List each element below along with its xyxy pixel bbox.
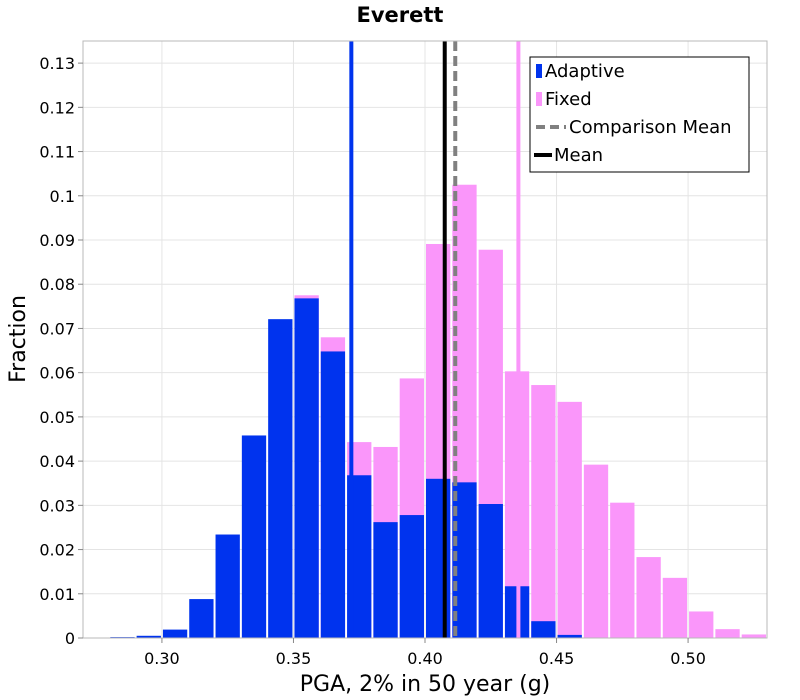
legend-adaptive-label: Adaptive <box>545 61 625 82</box>
adaptive-bar-5 <box>241 435 267 638</box>
fixed-bar-16 <box>715 629 740 638</box>
fixed-bar-11 <box>583 464 609 638</box>
y-tick-label-4: 0.04 <box>39 452 75 471</box>
adaptive-bar-6 <box>268 319 293 638</box>
x-axis-ticks: 0.30 0.35 0.40 0.45 0.50 <box>144 638 706 668</box>
x-tick-label-2: 0.40 <box>407 649 443 668</box>
adaptive-bar-3 <box>189 599 214 638</box>
y-tick-label-5: 0.05 <box>39 408 75 427</box>
legend-fixed-label: Fixed <box>545 89 592 110</box>
fixed-bar-9 <box>531 385 556 638</box>
adaptive-bar-17 <box>557 634 582 638</box>
y-tick-label-13: 0.13 <box>39 54 75 73</box>
x-tick-label-1: 0.35 <box>276 649 312 668</box>
y-tick-label-1: 0.01 <box>39 585 75 604</box>
y-axis-label: Fraction <box>6 295 31 383</box>
adaptive-bar-14 <box>478 504 503 638</box>
y-tick-label-6: 0.06 <box>39 364 75 383</box>
fixed-bar-13 <box>636 557 661 638</box>
y-tick-label-3: 0.03 <box>39 496 75 515</box>
y-tick-label-0: 0 <box>65 629 75 648</box>
fixed-bar-12 <box>610 502 635 638</box>
y-tick-label-9: 0.09 <box>39 231 75 250</box>
chart-title: Everett <box>357 3 444 27</box>
fixed-bar-15 <box>689 611 714 638</box>
fixed-bar-10 <box>557 401 582 638</box>
adaptive-bar-8 <box>320 351 346 638</box>
adaptive-bars <box>110 298 582 638</box>
adaptive-bar-4 <box>215 534 240 638</box>
adaptive-bar-1 <box>136 635 161 638</box>
legend-comparison-mean-label: Comparison Mean <box>569 117 732 138</box>
legend-adaptive-swatch <box>536 64 542 78</box>
y-tick-label-10: 0.1 <box>50 187 75 206</box>
fixed-bar-17 <box>741 634 766 638</box>
y-tick-label-11: 0.11 <box>39 143 75 162</box>
legend: Adaptive Fixed Comparison Mean Mean <box>529 56 750 173</box>
y-tick-label-12: 0.12 <box>39 98 75 117</box>
legend-box <box>529 56 750 173</box>
adaptive-bar-16 <box>531 621 556 638</box>
mean-lines <box>349 41 521 638</box>
y-tick-label-7: 0.07 <box>39 319 75 338</box>
adaptive-bar-11 <box>399 515 424 638</box>
legend-mean-label: Mean <box>554 145 603 166</box>
adaptive-bar-10 <box>373 522 398 638</box>
x-axis-label: PGA, 2% in 50 year (g) <box>300 672 551 697</box>
y-tick-label-8: 0.08 <box>39 275 75 294</box>
x-tick-label-4: 0.50 <box>670 649 706 668</box>
fixed-bar-14 <box>662 577 688 638</box>
legend-fixed-swatch <box>536 92 542 106</box>
x-tick-label-0: 0.30 <box>144 649 180 668</box>
y-axis-ticks: 0 0.01 0.02 0.03 0.04 0.05 0.06 0.07 0.08 0.09 0.1… <box>39 54 83 648</box>
adaptive-bar-2 <box>162 629 188 638</box>
x-tick-label-3: 0.45 <box>539 649 575 668</box>
y-tick-label-2: 0.02 <box>39 541 75 560</box>
adaptive-bar-7 <box>294 298 319 638</box>
